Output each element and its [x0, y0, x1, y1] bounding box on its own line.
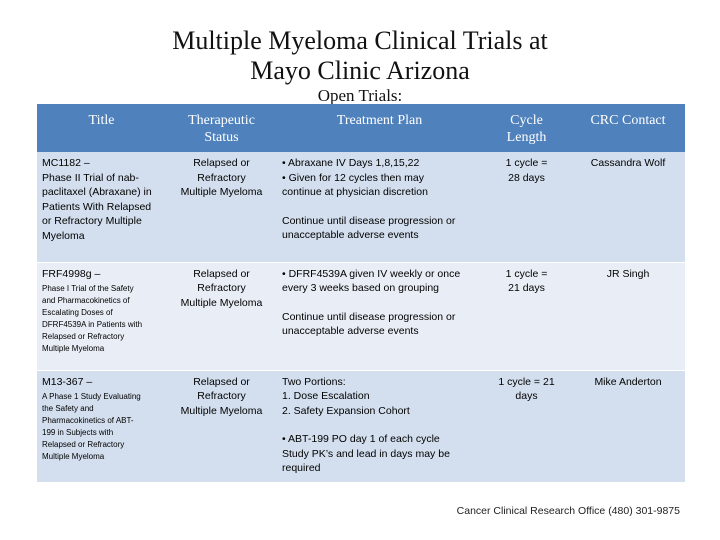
trials-table: Title Therapeutic Status Treatment Plan … [37, 104, 685, 483]
header-title: Title [88, 113, 115, 128]
cell-crc-contact: JR Singh [571, 262, 685, 371]
header-therapeutic-status: Therapeutic Status [188, 113, 255, 145]
table-header-row: Title Therapeutic Status Treatment Plan … [37, 104, 685, 152]
cell-title: FRF4998g – Phase I Trial of the Safety a… [37, 262, 166, 371]
footer-contact-info: Cancer Clinical Research Office (480) 30… [456, 505, 680, 517]
cell-crc-contact: Mike Anderton [571, 370, 685, 483]
header-treatment-plan: Treatment Plan [336, 113, 423, 128]
cell-title: M13-367 – A Phase 1 Study Evaluating the… [37, 370, 166, 483]
table-row: FRF4998g – Phase I Trial of the Safety a… [37, 262, 685, 371]
cell-treatment-plan: Two Portions: 1. Dose Escalation 2. Safe… [277, 370, 482, 483]
slide-subtitle: Open Trials: [317, 86, 403, 105]
cell-treatment-plan: • Abraxane IV Days 1,8,15,22 • Given for… [277, 152, 482, 263]
cell-cycle-length: 1 cycle = 21 days [482, 370, 571, 483]
slide-title: Multiple Myeloma Clinical Trials at Mayo… [0, 26, 720, 86]
cell-cycle-length: 1 cycle = 21 days [482, 262, 571, 371]
cell-therapeutic-status: Relapsed or Refractory Multiple Myeloma [166, 262, 277, 371]
table-row: M13-367 – A Phase 1 Study Evaluating the… [37, 370, 685, 483]
table-row: MC1182 – Phase II Trial of nab- paclitax… [37, 152, 685, 263]
slide-title-line-1: Multiple Myeloma Clinical Trials at [172, 26, 548, 55]
slide-title-line-2: Mayo Clinic Arizona [250, 56, 470, 85]
cell-treatment-plan: • DFRF4539A given IV weekly or once ever… [277, 262, 482, 371]
header-cycle-length: Cycle Length [506, 113, 547, 145]
cell-cycle-length: 1 cycle = 28 days [482, 152, 571, 263]
header-crc-contact: CRC Contact [590, 113, 666, 128]
cell-crc-contact: Cassandra Wolf [571, 152, 685, 263]
cell-therapeutic-status: Relapsed or Refractory Multiple Myeloma [166, 370, 277, 483]
cell-title: MC1182 – Phase II Trial of nab- paclitax… [37, 152, 166, 263]
cell-therapeutic-status: Relapsed or Refractory Multiple Myeloma [166, 152, 277, 263]
